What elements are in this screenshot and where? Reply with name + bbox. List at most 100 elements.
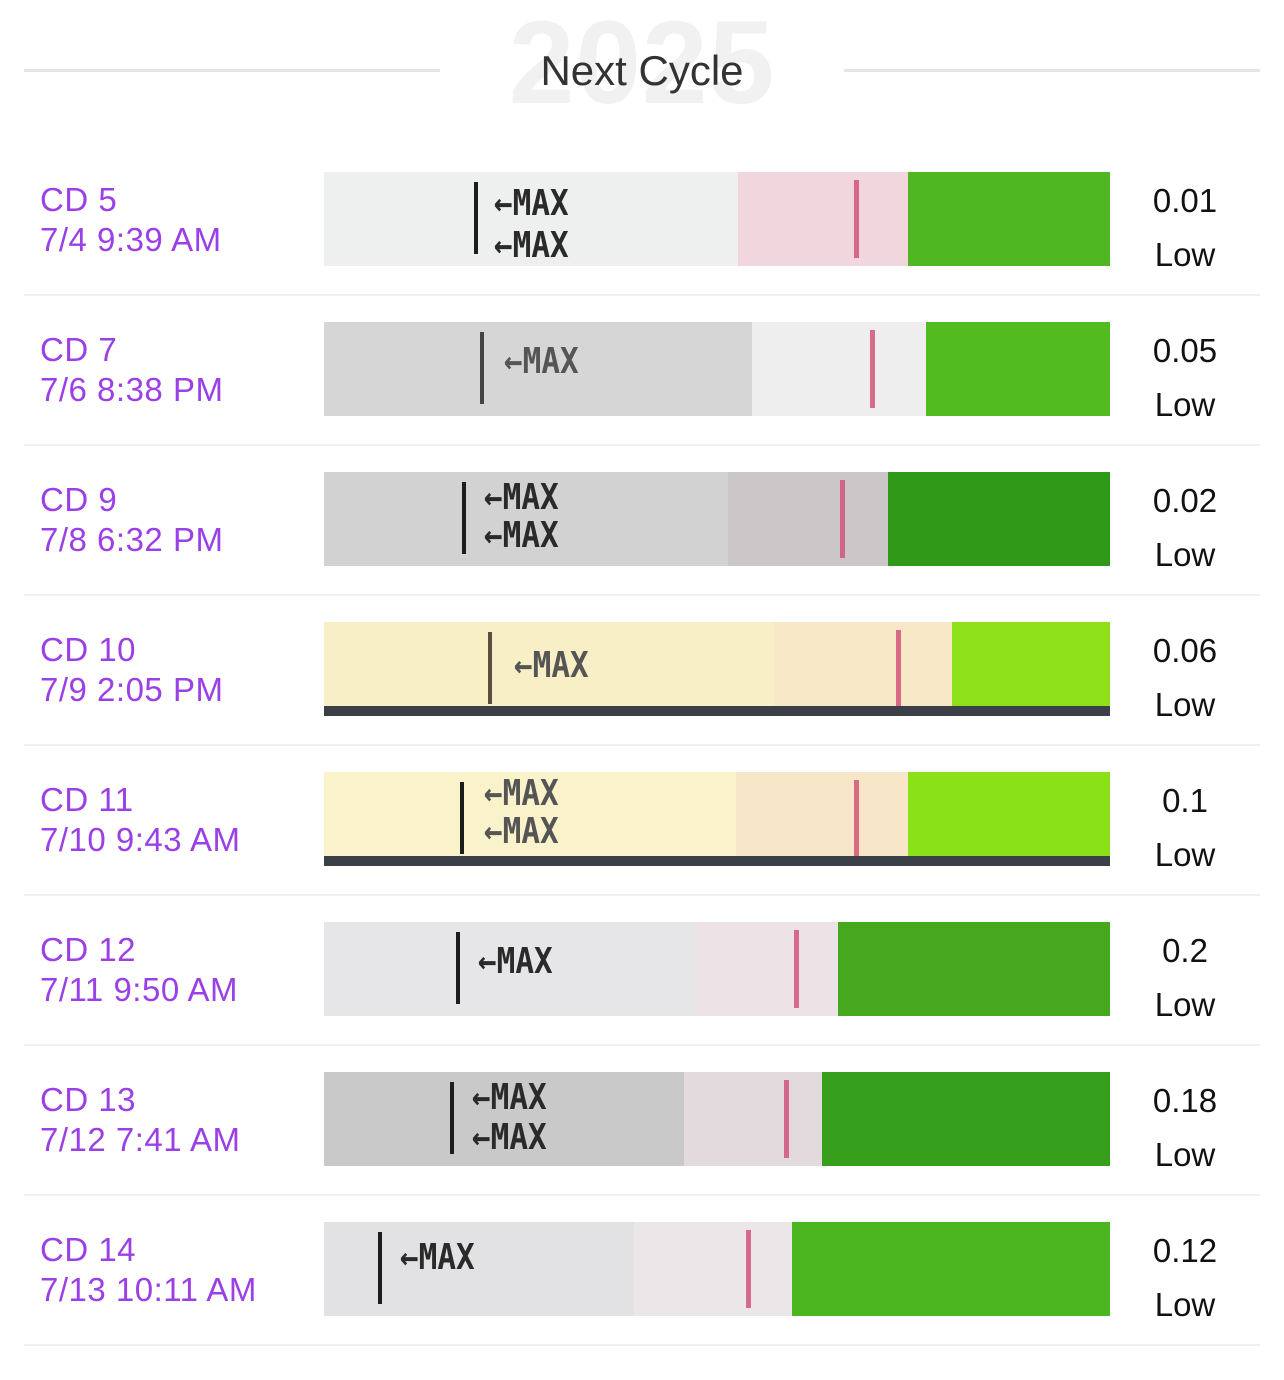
cycle-day: CD 7 — [40, 331, 118, 368]
arrow-icon: ← — [400, 1236, 419, 1279]
max-label: MAX — [502, 476, 559, 519]
test-line — [746, 1230, 751, 1308]
test-strip-photo[interactable]: ←MAX ←MAX — [324, 172, 1110, 266]
test-row[interactable]: CD 11 7/10 9:43 AM ←MAX ←MAX 0.1 Low — [0, 746, 1284, 896]
lh-value: 0.12 — [1152, 1232, 1218, 1269]
test-datetime: 7/10 9:43 AM — [40, 821, 241, 858]
arrow-icon: ← — [484, 772, 503, 815]
arrow-icon: ← — [472, 1116, 491, 1159]
max-label: MAX — [512, 182, 569, 225]
test-line — [854, 780, 859, 858]
max-label: MAX — [502, 772, 559, 815]
row-divider — [24, 1194, 1260, 1196]
control-mark — [456, 932, 460, 1004]
arrow-icon: ← — [478, 940, 497, 983]
cycle-day: CD 11 — [40, 781, 134, 818]
test-line — [840, 480, 845, 558]
arrow-icon: ← — [504, 340, 523, 383]
arrow-icon: ← — [472, 1076, 491, 1119]
test-list: CD 5 7/4 9:39 AM ←MAX ←MAX 0.01 Low CD 7… — [0, 146, 1284, 1346]
row-values: 0.18 Low — [1120, 1074, 1250, 1182]
control-mark — [474, 182, 478, 254]
lh-level: Low — [1154, 686, 1216, 723]
row-label: CD 7 7/6 8:38 PM — [40, 330, 223, 410]
row-values: 0.2 Low — [1120, 924, 1250, 1032]
row-label: CD 12 7/11 9:50 AM — [40, 930, 238, 1010]
control-mark — [450, 1082, 454, 1154]
test-line — [870, 330, 875, 408]
test-row[interactable]: CD 5 7/4 9:39 AM ←MAX ←MAX 0.01 Low — [0, 146, 1284, 296]
header-rule-right — [844, 69, 1260, 72]
header: 2025 Next Cycle — [0, 0, 1284, 140]
control-mark — [378, 1232, 382, 1304]
arrow-icon: ← — [494, 224, 513, 266]
arrow-icon: ← — [494, 182, 513, 225]
test-row[interactable]: CD 10 7/9 2:05 PM ←MAX 0.06 Low — [0, 596, 1284, 746]
lh-value: 0.1 — [1162, 782, 1208, 819]
row-values: 0.1 Low — [1120, 774, 1250, 882]
control-mark — [488, 632, 492, 704]
row-label: CD 11 7/10 9:43 AM — [40, 780, 240, 860]
test-line — [794, 930, 799, 1008]
test-row[interactable]: CD 12 7/11 9:50 AM ←MAX 0.2 Low — [0, 896, 1284, 1046]
test-strip-photo[interactable]: ←MAX — [324, 922, 1110, 1016]
test-line — [896, 630, 901, 708]
test-strip-photo[interactable]: ←MAX ←MAX — [324, 472, 1110, 566]
cycle-day: CD 12 — [40, 931, 137, 968]
row-divider — [24, 1344, 1260, 1346]
max-label: MAX — [502, 810, 559, 853]
row-divider — [24, 294, 1260, 296]
test-strip-photo[interactable]: ←MAX — [324, 1222, 1110, 1316]
cycle-day: CD 5 — [40, 181, 118, 218]
header-rule-left — [24, 69, 440, 72]
test-row[interactable]: CD 9 7/8 6:32 PM ←MAX ←MAX 0.02 Low — [0, 446, 1284, 596]
test-row[interactable]: CD 7 7/6 8:38 PM ←MAX 0.05 Low — [0, 296, 1284, 446]
control-mark — [480, 332, 484, 404]
max-label: MAX — [532, 644, 589, 687]
lh-value: 0.05 — [1152, 332, 1218, 369]
page-title: Next Cycle — [540, 47, 744, 94]
row-divider — [24, 1044, 1260, 1046]
row-values: 0.01 Low — [1120, 174, 1250, 282]
lh-level: Low — [1154, 386, 1216, 423]
test-line — [854, 180, 859, 258]
row-divider — [24, 594, 1260, 596]
row-values: 0.05 Low — [1120, 324, 1250, 432]
test-strip-photo[interactable]: ←MAX ←MAX — [324, 1072, 1110, 1166]
arrow-icon: ← — [514, 644, 533, 687]
arrow-icon: ← — [484, 514, 503, 557]
row-label: CD 10 7/9 2:05 PM — [40, 630, 223, 710]
max-label: MAX — [490, 1116, 547, 1159]
lh-value: 0.01 — [1152, 182, 1218, 219]
row-values: 0.06 Low — [1120, 624, 1250, 732]
row-divider — [24, 744, 1260, 746]
lh-value: 0.18 — [1152, 1082, 1218, 1119]
test-strip-photo[interactable]: ←MAX — [324, 622, 1110, 716]
row-values: 0.02 Low — [1120, 474, 1250, 582]
test-row[interactable]: CD 13 7/12 7:41 AM ←MAX ←MAX 0.18 Low — [0, 1046, 1284, 1196]
lh-level: Low — [1154, 1286, 1216, 1323]
lh-level: Low — [1154, 986, 1216, 1023]
test-strip-photo[interactable]: ←MAX — [324, 322, 1110, 416]
max-label: MAX — [418, 1236, 475, 1279]
test-datetime: 7/13 10:11 AM — [40, 1271, 257, 1308]
lh-level: Low — [1154, 536, 1216, 573]
test-datetime: 7/9 2:05 PM — [40, 671, 224, 708]
row-label: CD 5 7/4 9:39 AM — [40, 180, 222, 260]
lh-value: 0.06 — [1152, 632, 1218, 669]
row-label: CD 14 7/13 10:11 AM — [40, 1230, 257, 1310]
lh-level: Low — [1154, 1136, 1216, 1173]
arrow-icon: ← — [484, 810, 503, 853]
lh-level: Low — [1154, 836, 1216, 873]
test-datetime: 7/8 6:32 PM — [40, 521, 224, 558]
cycle-day: CD 10 — [40, 631, 137, 668]
max-label: MAX — [512, 224, 569, 266]
lh-value: 0.2 — [1162, 932, 1208, 969]
control-mark — [460, 782, 464, 854]
row-label: CD 13 7/12 7:41 AM — [40, 1080, 240, 1160]
test-datetime: 7/12 7:41 AM — [40, 1121, 241, 1158]
max-label: MAX — [502, 514, 559, 557]
test-row[interactable]: CD 14 7/13 10:11 AM ←MAX 0.12 Low — [0, 1196, 1284, 1346]
test-datetime: 7/6 8:38 PM — [40, 371, 224, 408]
test-strip-photo[interactable]: ←MAX ←MAX — [324, 772, 1110, 866]
